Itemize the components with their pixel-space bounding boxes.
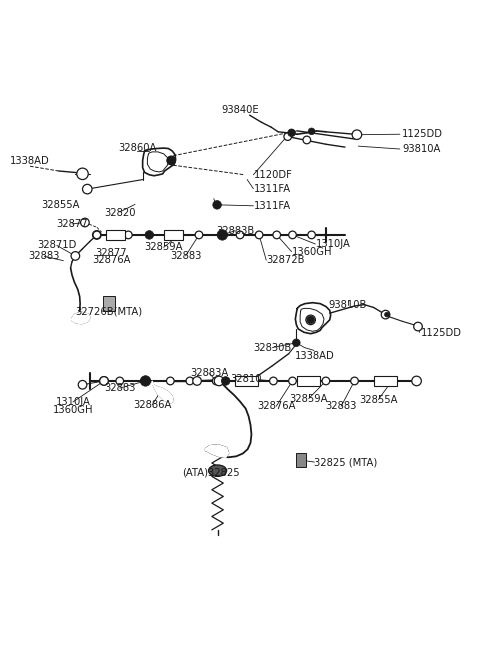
Text: 32883: 32883 [104, 383, 135, 393]
Circle shape [288, 231, 296, 238]
Text: 1311FA: 1311FA [254, 183, 291, 194]
Circle shape [195, 231, 203, 238]
Circle shape [93, 231, 101, 239]
Text: 32872B: 32872B [266, 255, 305, 265]
Circle shape [212, 377, 220, 384]
Circle shape [306, 315, 315, 325]
Text: 32825 (MTA): 32825 (MTA) [314, 457, 378, 467]
Text: 32810: 32810 [230, 373, 262, 384]
Circle shape [255, 231, 263, 238]
Text: (ATA)32825: (ATA)32825 [182, 468, 240, 477]
Bar [235, 376, 258, 386]
Circle shape [270, 377, 277, 384]
Text: 32876A: 32876A [92, 255, 131, 265]
Circle shape [384, 312, 389, 317]
Bar [164, 230, 183, 240]
Text: 32886A: 32886A [133, 400, 171, 410]
Ellipse shape [208, 465, 227, 476]
Circle shape [288, 377, 296, 384]
Circle shape [414, 322, 422, 331]
Text: 1120DF: 1120DF [254, 170, 293, 179]
Text: 93840E: 93840E [221, 105, 259, 115]
Text: 1125DD: 1125DD [402, 129, 443, 140]
Circle shape [116, 377, 123, 384]
Circle shape [193, 377, 201, 385]
Text: 1338AD: 1338AD [295, 351, 335, 361]
Text: 93810B: 93810B [329, 300, 367, 310]
Circle shape [288, 129, 295, 137]
Circle shape [167, 377, 174, 384]
Text: 1338AD: 1338AD [10, 157, 50, 166]
Circle shape [93, 231, 101, 238]
Circle shape [236, 231, 244, 238]
Circle shape [78, 381, 87, 389]
Text: 32883: 32883 [170, 251, 201, 261]
Text: 32860A: 32860A [118, 143, 156, 153]
Text: 32726B(MTA): 32726B(MTA) [75, 307, 143, 316]
Polygon shape [72, 312, 90, 324]
Polygon shape [205, 445, 228, 457]
Circle shape [307, 316, 314, 324]
Text: 1310JA: 1310JA [315, 239, 350, 249]
Circle shape [176, 231, 183, 238]
Bar [373, 376, 396, 386]
Circle shape [292, 339, 300, 346]
Circle shape [100, 377, 108, 385]
Text: 32855A: 32855A [359, 394, 397, 405]
Circle shape [381, 310, 390, 319]
Circle shape [217, 230, 228, 240]
Text: 32859A: 32859A [144, 242, 183, 252]
Text: 93810A: 93810A [402, 145, 441, 155]
Circle shape [308, 231, 315, 238]
Circle shape [273, 231, 281, 238]
Circle shape [186, 377, 194, 384]
Circle shape [83, 184, 92, 194]
Text: 32877: 32877 [96, 248, 127, 258]
Circle shape [145, 231, 154, 239]
Text: 1360GH: 1360GH [53, 405, 93, 415]
Text: 32883A: 32883A [190, 368, 228, 378]
Text: 1360GH: 1360GH [291, 247, 332, 257]
Circle shape [81, 218, 89, 227]
Circle shape [352, 130, 362, 140]
Circle shape [308, 128, 315, 135]
Circle shape [221, 377, 230, 385]
Circle shape [213, 200, 221, 209]
Text: 1125DD: 1125DD [421, 328, 462, 338]
Text: 32883B: 32883B [216, 225, 254, 236]
Text: 32859A: 32859A [289, 394, 328, 403]
Text: 32855A: 32855A [41, 200, 80, 210]
Text: 32871D: 32871D [37, 240, 76, 250]
Bar [296, 453, 306, 467]
Text: 1310JA: 1310JA [56, 397, 90, 407]
Circle shape [100, 377, 108, 385]
Circle shape [303, 136, 311, 143]
Text: 32877: 32877 [56, 219, 88, 229]
Circle shape [167, 156, 176, 165]
Circle shape [412, 376, 421, 386]
Circle shape [71, 252, 80, 260]
Circle shape [284, 133, 291, 140]
Circle shape [167, 156, 176, 165]
Text: 32876A: 32876A [257, 402, 296, 411]
Circle shape [322, 377, 330, 384]
Circle shape [140, 376, 151, 386]
Bar [297, 376, 320, 386]
Text: 1311FA: 1311FA [254, 201, 291, 212]
Circle shape [351, 377, 359, 384]
Text: 32830B: 32830B [253, 343, 291, 352]
Polygon shape [152, 381, 173, 403]
Bar [103, 296, 115, 311]
Text: 32883: 32883 [29, 252, 60, 261]
Circle shape [388, 377, 396, 384]
Text: 32820: 32820 [104, 208, 135, 218]
Circle shape [124, 231, 132, 238]
Circle shape [214, 376, 224, 386]
Bar [107, 230, 125, 240]
Circle shape [77, 168, 88, 179]
Text: 32883: 32883 [325, 402, 357, 411]
